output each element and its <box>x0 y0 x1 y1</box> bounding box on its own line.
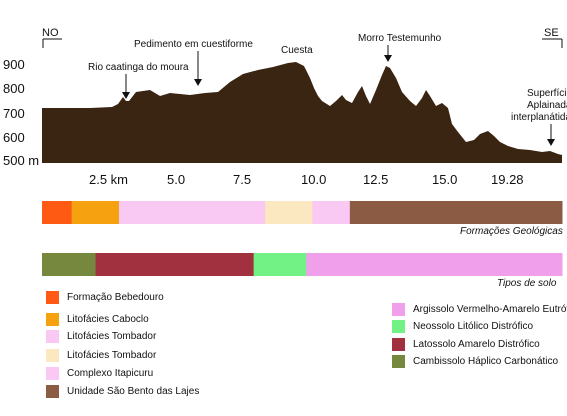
legend-label-tombador-pink: Litofácies Tombador <box>67 330 157 342</box>
orientation-right-label: SE <box>544 27 559 39</box>
orientation-right: SE <box>542 27 563 48</box>
legend-label-caboclo: Litofácies Caboclo <box>67 313 149 325</box>
legend-label-tombador-cream: Litofácies Tombador <box>67 349 157 361</box>
legend-label-sao-bento: Unidade São Bento das Lajes <box>67 385 200 397</box>
soil-segment-argissolo <box>306 253 563 276</box>
distance-tick-10-0: 10.0 <box>301 172 326 187</box>
legend-item-latossolo: Latossolo Amarelo Distrófico <box>392 338 540 351</box>
distance-tick-19-28: 19.28 <box>491 172 524 187</box>
legend-label-bebedouro: Formação Bebedouro <box>67 291 164 303</box>
elevation-tick-800: 800 <box>3 81 25 96</box>
legend-swatch-tombador-pink <box>46 330 59 343</box>
elevation-tick-700: 700 <box>3 106 25 121</box>
soil-segment-latossolo <box>95 253 255 276</box>
legend-swatch-sao-bento <box>46 385 59 398</box>
annotation-superficie: Superfície Aplainada interplanátida <box>511 88 567 146</box>
annotation-superficie-line1: Superfície <box>527 88 567 99</box>
annotation-rio-label: Rio caatinga do moura <box>88 62 189 73</box>
legend-swatch-itapicuru <box>46 367 59 380</box>
soil-caption: Tipos de solo <box>497 278 557 289</box>
legend-item-neossolo: Neossolo Litólico Distrófico <box>392 320 533 333</box>
annotation-superficie-line3: interplanátida <box>511 112 567 123</box>
legend-item-tombador-pink: Litofácies Tombador <box>46 330 156 343</box>
legend-label-cambissolo: Cambissolo Háplico Carbonático <box>413 355 559 367</box>
legend-item-sao-bento: Unidade São Bento das Lajes <box>46 385 199 398</box>
distance-tick-7-5: 7.5 <box>233 172 251 187</box>
soil-segment-cambissolo <box>42 253 97 276</box>
legend-item-caboclo: Litofácies Caboclo <box>46 313 149 326</box>
soil-segment-neossolo <box>253 253 307 276</box>
annotation-morro: Morro Testemunho <box>358 33 442 62</box>
legend-label-latossolo: Latossolo Amarelo Distrófico <box>413 338 540 350</box>
legend-item-cambissolo: Cambissolo Háplico Carbonático <box>392 355 558 368</box>
elevation-tick-600: 600 <box>3 130 25 145</box>
legend-swatch-caboclo <box>46 313 59 326</box>
legend-item-itapicuru: Complexo Itapicuru <box>46 367 153 380</box>
distance-tick-2-5: 2.5 km <box>89 172 128 187</box>
legend-label-itapicuru: Complexo Itapicuru <box>67 367 154 379</box>
orientation-left: NO <box>42 27 62 48</box>
geology-segment-bebedouro <box>42 201 73 224</box>
legend-swatch-bebedouro <box>46 291 59 304</box>
annotation-superficie-line2: Aplainada <box>527 100 567 111</box>
legend-item-tombador-cream: Litofácies Tombador <box>46 349 156 362</box>
soil-bar <box>42 253 563 276</box>
geology-segment-tombador-pink <box>118 201 266 224</box>
terrain-profile <box>42 62 562 163</box>
geology-segment-caboclo <box>71 201 120 224</box>
annotation-rio: Rio caatinga do moura <box>88 62 189 99</box>
annotation-morro-label: Morro Testemunho <box>358 33 442 44</box>
legend-item-bebedouro: Formação Bebedouro <box>46 291 164 304</box>
legend-swatch-latossolo <box>392 338 405 351</box>
geology-caption: Formações Geológicas <box>460 226 563 237</box>
annotation-pedimento-label: Pedimento em cuestiforme <box>134 39 253 50</box>
distance-axis: 2.5 km 5.0 7.5 10.0 12.5 15.0 19.28 <box>89 172 524 187</box>
distance-tick-5-0: 5.0 <box>167 172 185 187</box>
legend-swatch-cambissolo <box>392 355 405 368</box>
geology-bar <box>42 201 563 224</box>
distance-tick-12-5: 12.5 <box>363 172 388 187</box>
legend-swatch-neossolo <box>392 320 405 333</box>
annotation-cuesta-label: Cuesta <box>281 45 313 56</box>
legend-swatch-argissolo <box>392 303 405 316</box>
legend-label-neossolo: Neossolo Litólico Distrófico <box>413 320 534 332</box>
annotation-cuesta: Cuesta <box>281 45 313 56</box>
legend-item-argissolo: Argissolo Vermelho-Amarelo Eutrófico <box>392 303 567 316</box>
elevation-axis: 900 800 700 600 500 m <box>3 57 39 168</box>
geology-segment-tombador-cream <box>265 201 313 224</box>
geology-segment-itapicuru <box>312 201 351 224</box>
legend-label-argissolo: Argissolo Vermelho-Amarelo Eutrófico <box>413 303 567 315</box>
orientation-left-label: NO <box>42 27 59 39</box>
distance-tick-15-0: 15.0 <box>432 172 457 187</box>
geology-segment-sao-bento <box>349 201 563 224</box>
elevation-tick-900: 900 <box>3 57 25 72</box>
elevation-tick-500: 500 m <box>3 153 39 168</box>
annotation-pedimento: Pedimento em cuestiforme <box>134 39 253 86</box>
legend-swatch-tombador-cream <box>46 349 59 362</box>
